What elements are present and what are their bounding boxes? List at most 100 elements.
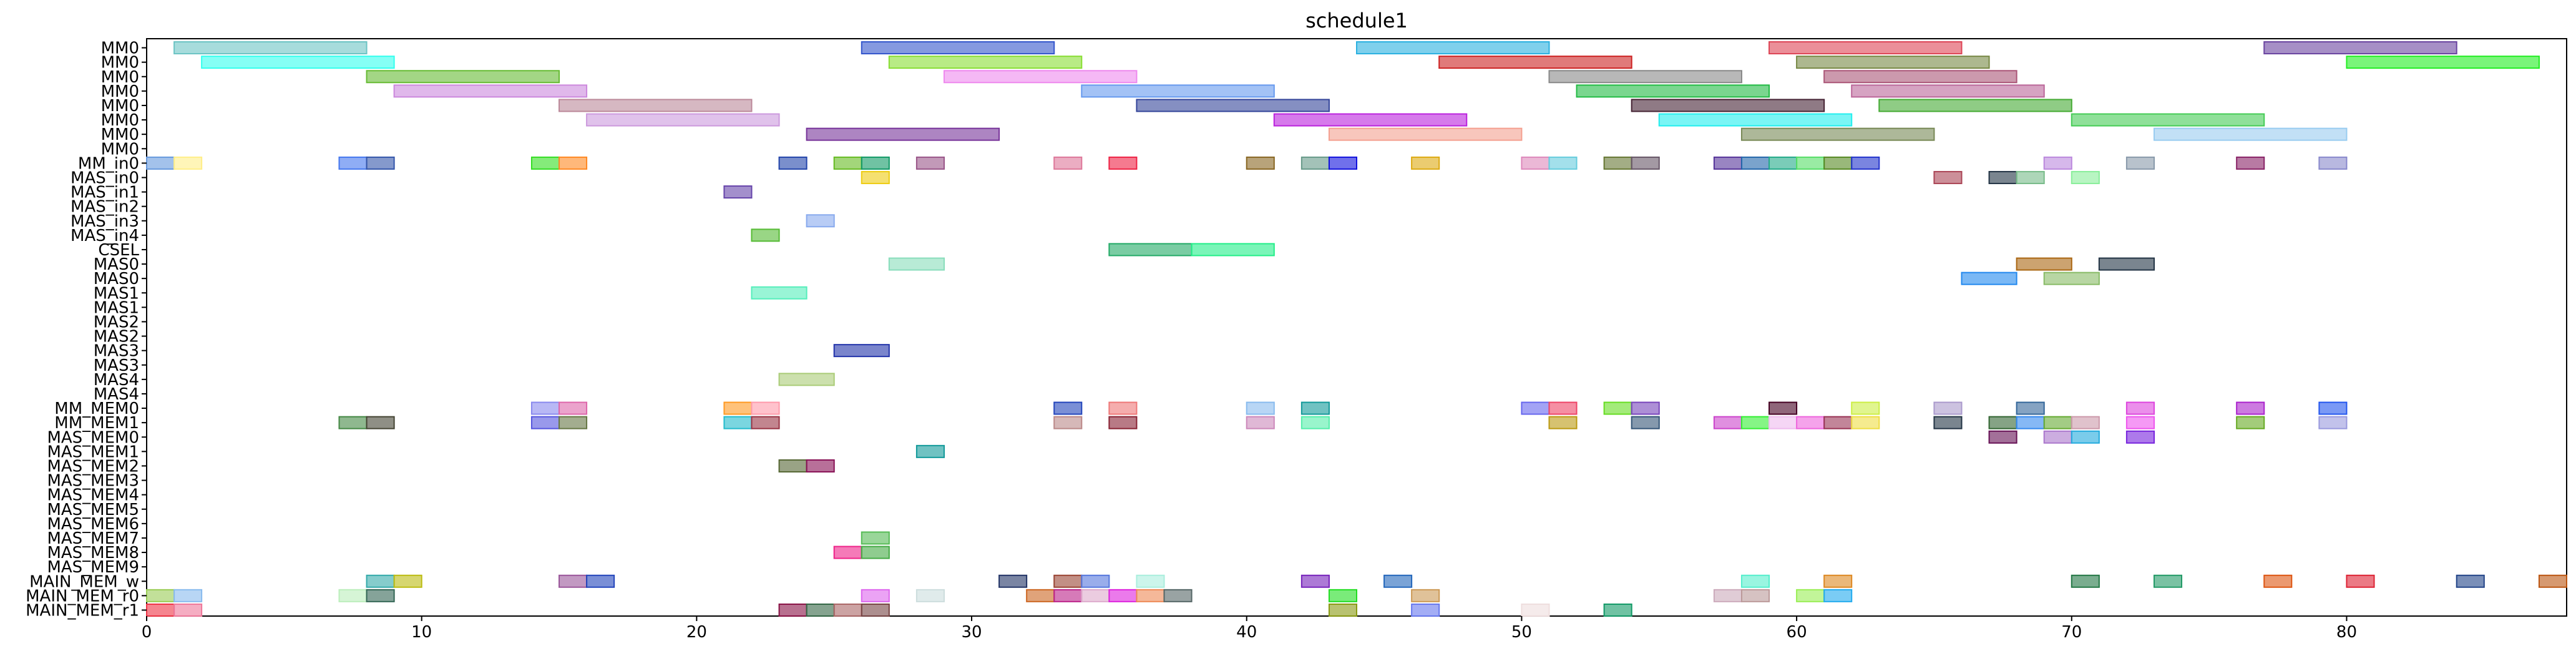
y-tick-label: MAS3 <box>94 342 139 361</box>
task-bar <box>1081 574 1110 588</box>
task-bar <box>1740 127 1935 141</box>
task-bar <box>1548 156 1578 170</box>
task-bar <box>1851 84 2045 98</box>
y-tick-label: MAS2 <box>94 313 139 331</box>
task-bar <box>1521 401 1550 415</box>
task-bar <box>2071 430 2100 444</box>
task-bar <box>1769 41 1963 55</box>
task-bar <box>2071 170 2100 184</box>
task-bar <box>888 257 945 271</box>
task-bar <box>1053 416 1083 429</box>
task-bar <box>146 156 175 170</box>
task-bar <box>861 546 890 559</box>
x-tick-label: 40 <box>1236 623 1257 642</box>
task-bar <box>1933 170 1963 184</box>
task-bar <box>559 156 588 170</box>
task-bar <box>723 416 753 429</box>
task-bar <box>1548 416 1578 429</box>
task-bar <box>806 459 835 472</box>
task-bar <box>2016 257 2072 271</box>
task-bar <box>366 416 395 429</box>
task-bar <box>751 228 780 242</box>
y-tick-label: MM_MEM1 <box>54 414 139 433</box>
task-bar <box>1961 272 2017 285</box>
task-bar <box>173 603 203 617</box>
task-bar <box>2098 257 2155 271</box>
x-tick-label: 50 <box>1511 623 1532 642</box>
y-tick-label: MAS_MEM3 <box>47 472 139 491</box>
task-bar <box>2071 113 2265 127</box>
task-bar <box>586 113 780 127</box>
task-bar <box>2125 401 2155 415</box>
task-bar <box>1740 416 1770 429</box>
task-bar <box>1933 416 1963 429</box>
y-tick-label: MAS2 <box>94 328 139 346</box>
task-bar <box>1988 430 2017 444</box>
task-bar <box>1631 401 1660 415</box>
task-bar <box>366 574 395 588</box>
task-bar <box>1246 401 1275 415</box>
y-tick-label: MM0 <box>101 125 139 144</box>
y-tick-label: MAS_MEM8 <box>47 544 139 562</box>
task-bar <box>559 416 588 429</box>
task-bar <box>338 156 368 170</box>
task-bar <box>1823 589 1853 602</box>
task-bar <box>1246 416 1275 429</box>
task-bar <box>1933 401 1963 415</box>
y-tick-label: MAIN_MEM_r0 <box>26 587 139 605</box>
y-tick-label: MAS_MEM6 <box>47 515 139 534</box>
task-bar <box>1356 41 1550 55</box>
task-bar <box>1658 113 1853 127</box>
y-tick-label: CSEL <box>98 241 139 260</box>
task-bar <box>861 603 890 617</box>
task-bar <box>861 156 890 170</box>
task-bar <box>366 70 560 84</box>
task-bar <box>833 344 890 358</box>
task-bar <box>2071 416 2100 429</box>
task-bar <box>1300 416 1330 429</box>
task-bar <box>2043 430 2072 444</box>
y-tick-label: MAS_in0 <box>71 169 139 187</box>
y-tick-label: MM_MEM0 <box>54 399 139 418</box>
task-bar <box>530 401 560 415</box>
y-tick-label: MAS1 <box>94 298 139 317</box>
task-bar <box>778 603 807 617</box>
task-bar <box>1878 99 2072 112</box>
y-tick-label: MAS0 <box>94 270 139 288</box>
y-tick-label: MM0 <box>101 39 139 58</box>
y-axis: MM0MM0MM0MM0MM0MM0MM0MM0MM_in0MAS_in0MAS… <box>26 39 147 620</box>
task-bar <box>2043 416 2072 429</box>
x-tick-label: 70 <box>2061 623 2082 642</box>
y-tick-label: MAS_MEM7 <box>47 529 139 548</box>
task-bar <box>1136 589 1165 602</box>
y-tick-label: MM0 <box>101 82 139 101</box>
task-bar <box>2153 127 2348 141</box>
task-bar <box>723 401 753 415</box>
task-bar <box>1108 156 1138 170</box>
task-bar <box>861 170 890 184</box>
task-bar <box>2236 416 2265 429</box>
task-bar <box>2016 170 2045 184</box>
task-bar <box>1108 401 1138 415</box>
task-bar <box>1300 156 1330 170</box>
task-bar <box>833 156 862 170</box>
task-bar <box>173 41 368 55</box>
task-bar <box>1108 589 1138 602</box>
task-bar <box>1713 589 1742 602</box>
task-bar <box>1548 401 1578 415</box>
task-bar <box>1300 401 1330 415</box>
task-bar <box>2346 574 2375 588</box>
task-bar <box>833 546 862 559</box>
x-tick-label: 30 <box>961 623 982 642</box>
task-bar <box>559 401 588 415</box>
task-bar <box>2318 156 2348 170</box>
task-bar <box>1769 401 1798 415</box>
task-bar <box>1328 156 1358 170</box>
task-bar <box>1548 70 1742 84</box>
task-bar <box>778 373 835 386</box>
task-bar <box>2456 574 2485 588</box>
y-tick-label: MAS_MEM4 <box>47 486 139 505</box>
task-bar <box>861 41 1055 55</box>
task-bar <box>338 416 368 429</box>
